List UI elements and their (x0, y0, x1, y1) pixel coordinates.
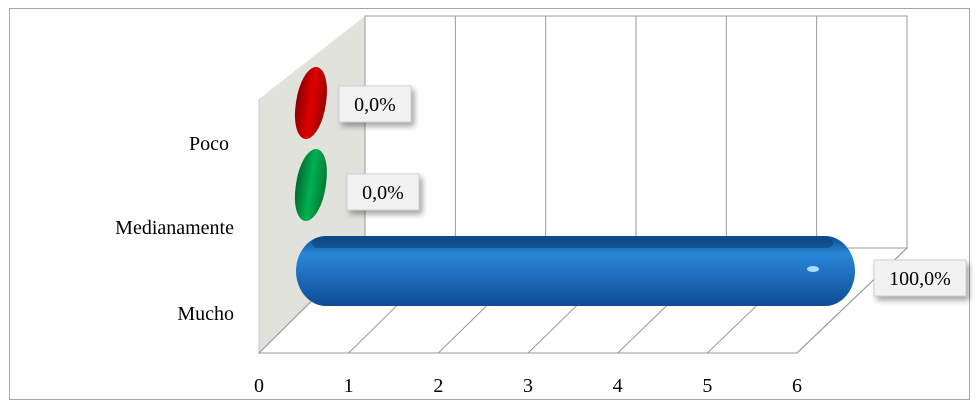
category-label: Mucho (177, 303, 234, 325)
bar-top-shade (312, 238, 833, 248)
data-label-box (346, 173, 420, 211)
data-label: 100,0% (873, 259, 967, 297)
bar (296, 236, 855, 306)
x-tick-label: 4 (613, 375, 623, 397)
x-tick-label: 2 (433, 375, 443, 397)
data-label: 0,0% (346, 173, 420, 211)
x-tick-label: 1 (344, 375, 354, 397)
x-tick-label: 3 (523, 375, 533, 397)
x-tick-label: 6 (792, 375, 802, 397)
x-tick-labels: 0 1 2 3 4 5 6 (254, 375, 802, 397)
bar-highlight (807, 266, 819, 272)
bar (294, 149, 327, 221)
bars (294, 67, 855, 306)
data-labels: 0,0% 0,0% 100,0% (338, 85, 967, 297)
data-label-text: 100,0% (889, 268, 951, 290)
data-label-text: 0,0% (362, 182, 404, 204)
data-label-box (873, 259, 967, 297)
bar (294, 67, 327, 139)
category-labels: Poco Medianamente Mucho (115, 133, 234, 325)
category-label: Medianamente (115, 217, 234, 239)
x-tick-label: 0 (254, 375, 264, 397)
data-label-box (338, 85, 412, 123)
category-label: Poco (189, 133, 229, 155)
data-label: 0,0% (338, 85, 412, 123)
x-tick-label: 5 (702, 375, 712, 397)
data-label-text: 0,0% (354, 94, 396, 116)
